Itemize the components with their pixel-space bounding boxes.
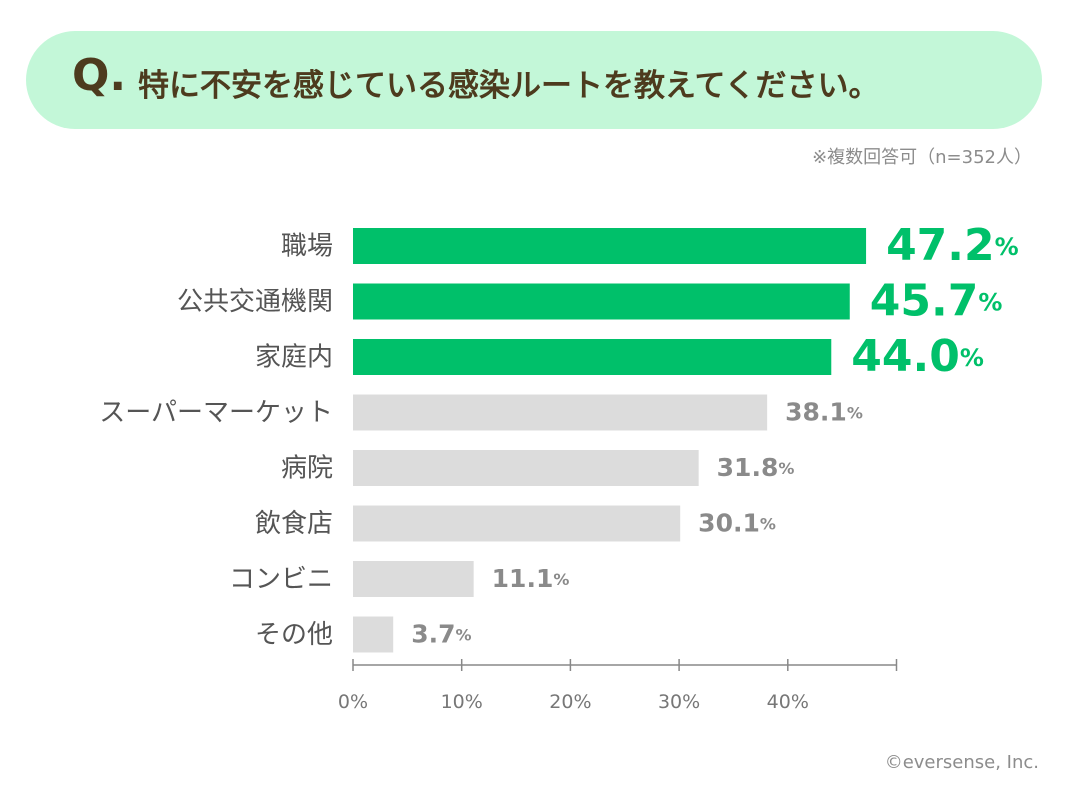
value-label: 44.0% <box>851 331 984 382</box>
x-tick-label: 10% <box>441 691 483 713</box>
percent-unit: % <box>978 289 1002 317</box>
bar <box>353 616 394 653</box>
percent-unit: % <box>778 459 794 478</box>
category-label: 職場 <box>281 232 333 262</box>
category-label: コンビニ <box>229 565 333 595</box>
value-label: 30.1% <box>698 509 776 538</box>
category-label: 飲食店 <box>255 509 333 539</box>
value-label: 31.8% <box>717 453 795 482</box>
question-text: 特に不安を感じている感染ルートを教えてください。 <box>138 68 880 104</box>
bar <box>353 283 850 320</box>
percent-unit: % <box>995 233 1019 261</box>
bar <box>353 450 699 486</box>
question-mark: Q. <box>72 50 127 101</box>
value-label: 47.2% <box>886 220 1019 271</box>
percent-unit: % <box>760 514 776 533</box>
percent-unit: % <box>456 625 472 644</box>
category-label: その他 <box>255 620 333 650</box>
sample-note: ※複数回答可（n=352人） <box>812 147 1032 168</box>
value-label: 45.7% <box>870 276 1003 327</box>
percent-unit: % <box>847 403 863 422</box>
category-label: 公共交通機関 <box>177 287 333 317</box>
bar <box>353 505 681 542</box>
question-banner <box>26 31 1042 129</box>
x-tick-label: 40% <box>767 691 809 713</box>
value-label: 3.7% <box>411 620 471 649</box>
bar <box>353 339 832 375</box>
x-tick-label: 0% <box>338 691 368 713</box>
bar <box>353 228 867 264</box>
percent-unit: % <box>960 344 984 372</box>
copyright-credit: ©eversense, Inc. <box>884 752 1039 773</box>
category-label: 家庭内 <box>255 343 333 373</box>
x-tick-label: 20% <box>549 691 591 713</box>
percent-unit: % <box>553 570 569 589</box>
bar <box>353 394 768 431</box>
x-tick-label: 30% <box>658 691 700 713</box>
category-label: スーパーマーケット <box>99 398 333 428</box>
bar <box>353 561 474 597</box>
value-label: 11.1% <box>492 564 570 593</box>
category-label: 病院 <box>281 454 333 484</box>
value-label: 38.1% <box>785 398 863 427</box>
